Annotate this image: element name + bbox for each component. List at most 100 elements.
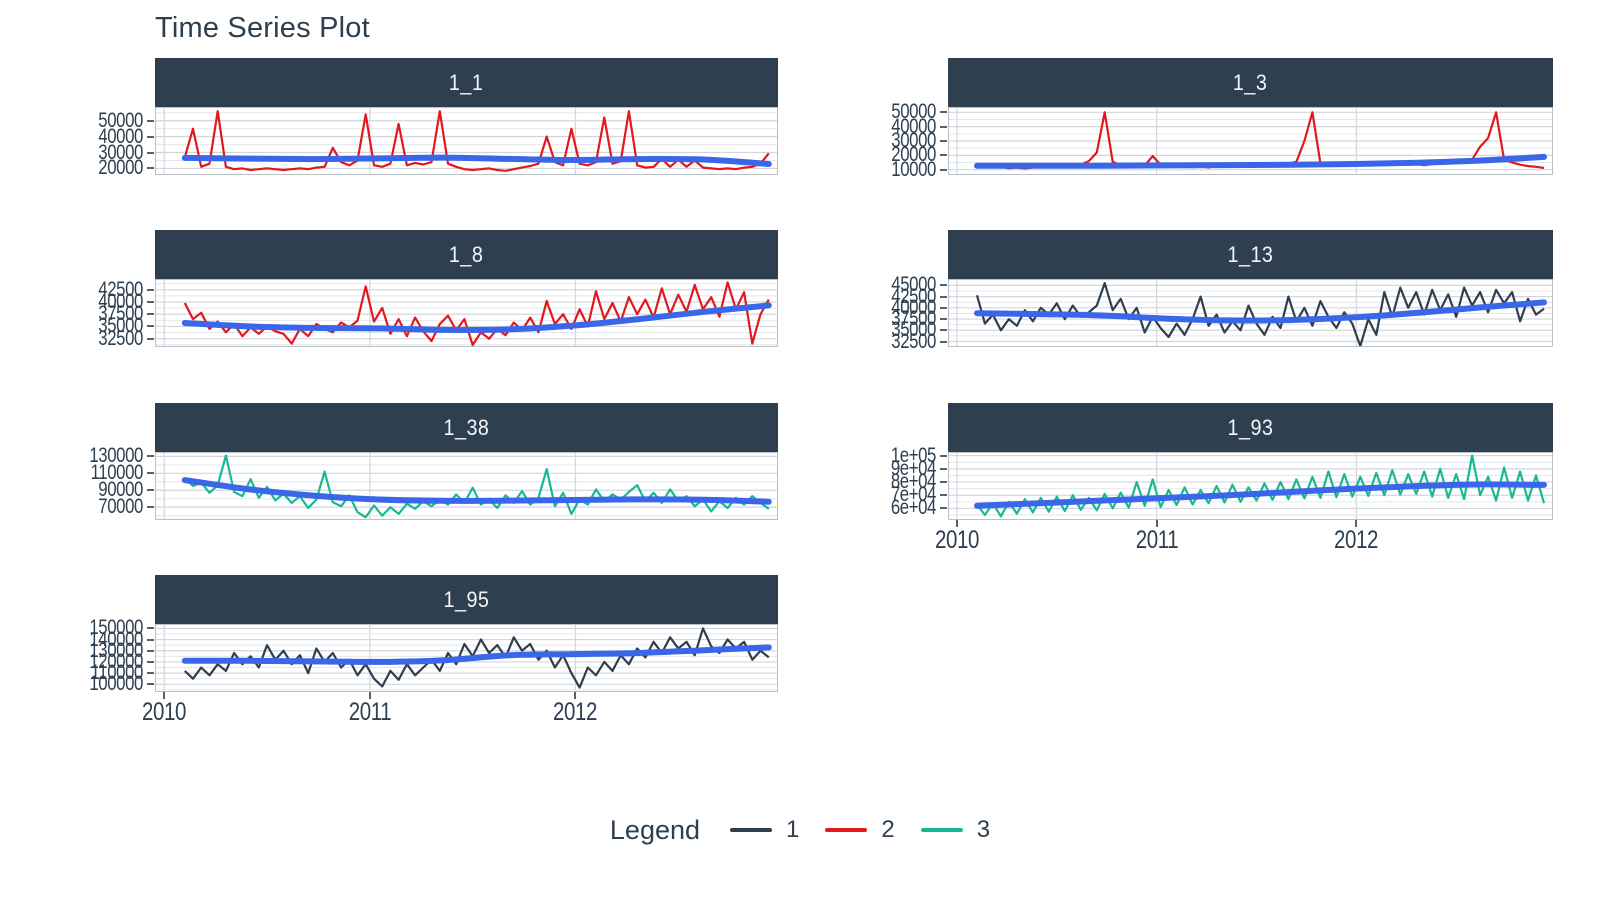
y-tick-label: 35000	[891, 318, 936, 342]
y-tick-mark	[147, 489, 154, 492]
y-tick-label: 42500	[891, 284, 936, 308]
facet-panel-1_93: 1_93	[948, 403, 1553, 520]
gridlines	[949, 108, 1552, 174]
plot-area	[948, 279, 1553, 347]
y-tick-label: 42500	[98, 277, 143, 301]
facet-strip: 1_93	[948, 403, 1553, 452]
x-tick-label: 2010	[142, 698, 187, 726]
y-tick-label: 7e+04	[890, 483, 937, 507]
y-tick-mark	[147, 288, 154, 291]
facet-strip: 1_95	[155, 575, 778, 624]
legend-entry-3: 3	[920, 816, 991, 844]
y-tick-mark	[940, 507, 947, 510]
panel-plot-svg	[949, 108, 1552, 174]
chart-title: Time Series Plot	[155, 12, 370, 44]
panel-plot-svg	[949, 453, 1552, 519]
legend-swatch-3	[920, 828, 963, 832]
trend-line	[181, 154, 772, 167]
series-line	[184, 627, 770, 689]
plot-area	[155, 279, 778, 347]
y-tick-label: 9e+04	[890, 456, 937, 480]
facet-strip: 1_1	[155, 58, 778, 107]
y-tick-label: 8e+04	[890, 470, 937, 494]
legend-entries: 1 2 3	[730, 816, 990, 844]
x-tick-label: 2012	[1334, 526, 1379, 554]
y-tick-label: 50000	[98, 108, 143, 132]
y-tick-mark	[147, 119, 154, 122]
x-tick-mark	[1155, 520, 1158, 527]
y-tick-mark	[940, 125, 947, 128]
y-tick-mark	[940, 140, 947, 142]
y-tick-mark	[940, 111, 947, 114]
panel-plot-svg	[156, 625, 777, 691]
facet-strip-label: 1_3	[1233, 69, 1268, 95]
facet-strip-label: 1_8	[449, 241, 484, 267]
y-tick-mark	[147, 167, 154, 170]
x-tick-mark	[955, 520, 958, 527]
y-tick-label: 35000	[98, 314, 143, 338]
x-tick-mark	[368, 692, 371, 699]
y-tick-label: 40000	[98, 290, 143, 313]
y-tick-mark	[940, 168, 947, 171]
y-tick-label: 140000	[89, 627, 143, 651]
series-line	[975, 281, 1545, 346]
y-tick-mark	[147, 627, 154, 630]
facet-strip-label: 1_13	[1227, 241, 1274, 267]
y-tick-label: 40000	[98, 124, 143, 148]
legend-entry-label: 3	[976, 816, 991, 843]
y-tick-mark	[147, 660, 154, 663]
series-line	[183, 110, 770, 172]
legend-title: Legend	[609, 814, 701, 845]
y-tick-label: 6e+04	[890, 496, 937, 520]
legend-entry-label: 2	[881, 816, 895, 843]
plot-area	[155, 452, 778, 520]
y-tick-label: 120000	[89, 649, 143, 673]
y-tick-label: 100000	[89, 672, 143, 696]
y-tick-mark	[940, 329, 947, 332]
y-tick-mark	[940, 481, 947, 484]
x-tick-label: 2012	[553, 698, 598, 726]
legend-entry-label: 1	[786, 816, 800, 843]
series-line	[183, 281, 770, 346]
y-tick-label: 1e+05	[890, 443, 937, 467]
facet-strip: 1_8	[155, 230, 778, 279]
facet-panel-1_95: 1_95	[155, 575, 778, 692]
panel-plot-svg	[949, 280, 1552, 346]
y-tick-mark	[147, 638, 154, 641]
y-tick-label: 20000	[891, 143, 936, 167]
y-tick-mark	[147, 313, 154, 316]
y-tick-label: 40000	[891, 295, 936, 319]
legend-swatch-2	[825, 828, 868, 832]
plot-area	[155, 624, 778, 692]
y-tick-label: 130000	[89, 444, 143, 468]
trend-line	[181, 644, 772, 665]
x-tick-label: 2011	[348, 698, 392, 726]
facet-strip-label: 1_93	[1227, 414, 1274, 440]
y-tick-mark	[147, 325, 154, 328]
legend-swatch-1	[730, 828, 773, 832]
plot-area	[948, 107, 1553, 175]
y-tick-label: 37500	[891, 307, 936, 331]
y-tick-mark	[147, 151, 154, 154]
y-tick-mark	[940, 454, 947, 457]
y-tick-label: 110000	[90, 461, 144, 485]
y-tick-mark	[147, 337, 154, 340]
y-tick-mark	[147, 135, 154, 138]
y-tick-label: 70000	[98, 495, 143, 519]
y-tick-label: 30000	[98, 140, 143, 164]
y-tick-label: 20000	[98, 156, 143, 180]
y-tick-mark	[147, 672, 154, 675]
facet-strip-label: 1_1	[449, 69, 484, 95]
trend-line	[974, 299, 1547, 324]
trend-line	[181, 302, 772, 333]
legend: Legend 1 2 3	[0, 806, 1600, 854]
y-tick-label: 10000	[891, 157, 936, 181]
x-tick-mark	[163, 692, 166, 699]
facet-panel-1_1: 1_1	[155, 58, 778, 175]
x-tick-label: 2010	[934, 526, 979, 554]
y-tick-mark	[940, 284, 947, 287]
y-tick-mark	[940, 154, 947, 157]
facet-strip: 1_38	[155, 403, 778, 452]
y-tick-mark	[940, 295, 947, 298]
